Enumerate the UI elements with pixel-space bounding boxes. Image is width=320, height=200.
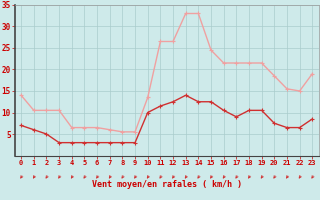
X-axis label: Vent moyen/en rafales ( km/h ): Vent moyen/en rafales ( km/h ) [92, 180, 242, 189]
